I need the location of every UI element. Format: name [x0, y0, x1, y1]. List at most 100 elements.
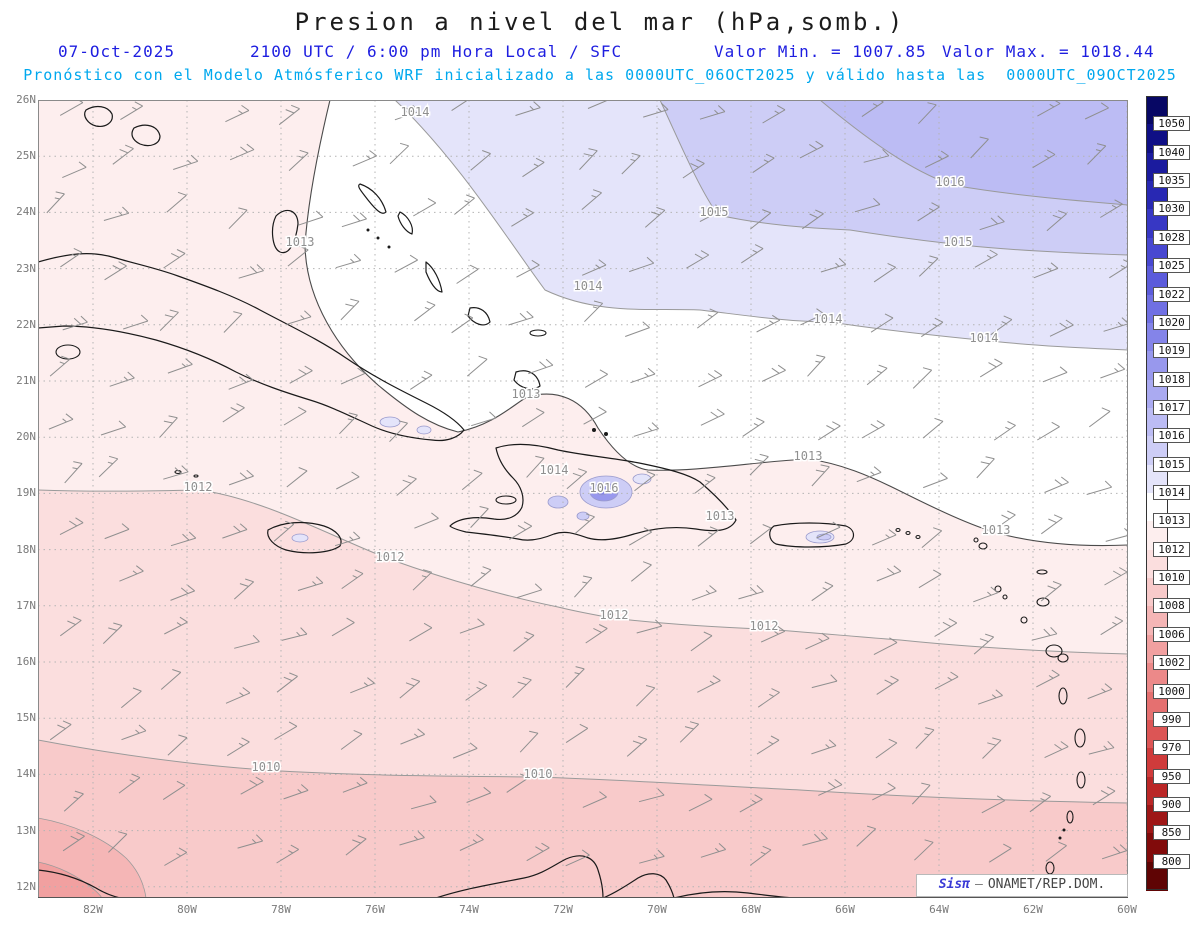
wind-barb — [688, 793, 713, 812]
wind-barb — [102, 622, 123, 644]
wind-barb — [62, 315, 88, 331]
lat-tick-label: 21N — [16, 374, 36, 387]
wind-barb — [584, 300, 604, 323]
wind-barb — [634, 471, 656, 492]
lat-tick-label: 14N — [16, 767, 36, 781]
colorbar-label: 1020 — [1153, 314, 1190, 330]
wind-barb — [574, 575, 593, 598]
lat-tick-label: 25N — [16, 149, 36, 163]
wind-barb — [625, 321, 650, 337]
wind-barb — [749, 845, 772, 866]
wind-barb — [515, 101, 541, 116]
wind-barb — [414, 301, 436, 322]
lat-tick-label: 22N — [16, 317, 36, 331]
wind-barb — [470, 150, 491, 171]
wind-barb — [118, 773, 141, 794]
wind-barb — [639, 849, 665, 864]
coastline — [271, 209, 299, 254]
wind-barb — [413, 197, 437, 217]
colorbar-label: 1002 — [1153, 655, 1190, 671]
wind-barb — [757, 688, 780, 708]
contour-label: 1013 — [794, 449, 823, 463]
wind-barb — [970, 136, 989, 159]
wind-barb — [872, 782, 896, 801]
wind-barb — [519, 730, 539, 753]
wind-barb — [289, 365, 313, 384]
wind-barb — [1032, 149, 1056, 169]
wind-barb — [164, 847, 188, 866]
colorbar-label: 1022 — [1153, 286, 1190, 302]
wind-barb — [223, 311, 243, 333]
coastline — [435, 855, 795, 898]
wind-barb — [756, 735, 780, 755]
wind-barb — [222, 523, 248, 539]
wind-barb — [228, 469, 254, 486]
wind-barb — [1092, 786, 1116, 806]
wind-barb — [1031, 627, 1058, 641]
island-outline — [978, 542, 988, 550]
wind-barb — [513, 631, 535, 652]
wind-barb — [471, 411, 497, 427]
page-title: Presion a nivel del mar (hPa,somb.) — [294, 8, 906, 36]
island-outline — [1058, 687, 1068, 705]
islet-dot — [604, 432, 608, 436]
wind-barb — [229, 143, 255, 161]
wind-barb — [1041, 514, 1063, 535]
wind-barb — [1044, 741, 1069, 759]
coastline — [467, 307, 491, 326]
island-outline — [1002, 594, 1008, 600]
pressure-blob — [379, 416, 401, 428]
colorbar-label: 1015 — [1153, 456, 1190, 472]
wind-barb — [394, 254, 418, 273]
wind-barb — [760, 625, 786, 643]
wind-barb — [993, 510, 1016, 531]
wind-barb — [49, 355, 71, 377]
wind-barb — [629, 256, 655, 273]
isobar-line — [394, 100, 1128, 351]
isobar-line — [38, 489, 1128, 655]
wind-barb — [283, 784, 309, 800]
wind-barb — [990, 315, 1013, 336]
wind-barb — [816, 521, 841, 539]
wind-barb — [581, 189, 602, 210]
wind-barb — [336, 471, 360, 490]
wind-barb — [400, 728, 426, 745]
wind-barb — [394, 105, 420, 121]
lon-tick-label: 80W — [177, 903, 197, 916]
wind-barb — [1036, 669, 1060, 688]
lat-tick-label: 23N — [16, 261, 36, 275]
coastline — [425, 261, 443, 293]
wind-barb — [854, 197, 881, 213]
wind-barb — [1084, 102, 1109, 120]
coastline — [84, 105, 113, 127]
isobar-line — [659, 100, 1128, 256]
colorbar-label: 1018 — [1153, 371, 1190, 387]
wind-barb — [276, 672, 298, 693]
colorbar-cell — [1146, 861, 1168, 891]
wind-barb — [409, 622, 433, 642]
wind-barb — [976, 456, 995, 479]
wind-barb — [342, 776, 368, 793]
wind-barb — [1089, 407, 1111, 428]
wind-barb — [636, 685, 656, 707]
wind-barb — [120, 687, 142, 709]
wind-barb — [752, 153, 775, 174]
wind-barb — [749, 453, 769, 476]
colorbar-label: 1035 — [1153, 173, 1190, 189]
wind-barb — [163, 249, 186, 269]
wind-barb — [389, 420, 408, 443]
wind-barb — [340, 729, 363, 750]
wind-barb — [234, 634, 260, 649]
wind-barb — [911, 782, 931, 805]
colorbar-label: 900 — [1153, 796, 1190, 812]
watermark-org: ONAMET/REP.DOM. — [987, 877, 1106, 892]
wind-barb — [283, 406, 307, 426]
wind-barb — [335, 253, 362, 269]
wind-barb — [49, 720, 72, 741]
wind-barb — [915, 727, 935, 749]
wind-barb — [918, 569, 942, 589]
wind-barb — [805, 632, 830, 650]
wind-barb — [565, 849, 590, 867]
wind-barb — [636, 619, 663, 634]
wind-barb — [123, 314, 149, 330]
